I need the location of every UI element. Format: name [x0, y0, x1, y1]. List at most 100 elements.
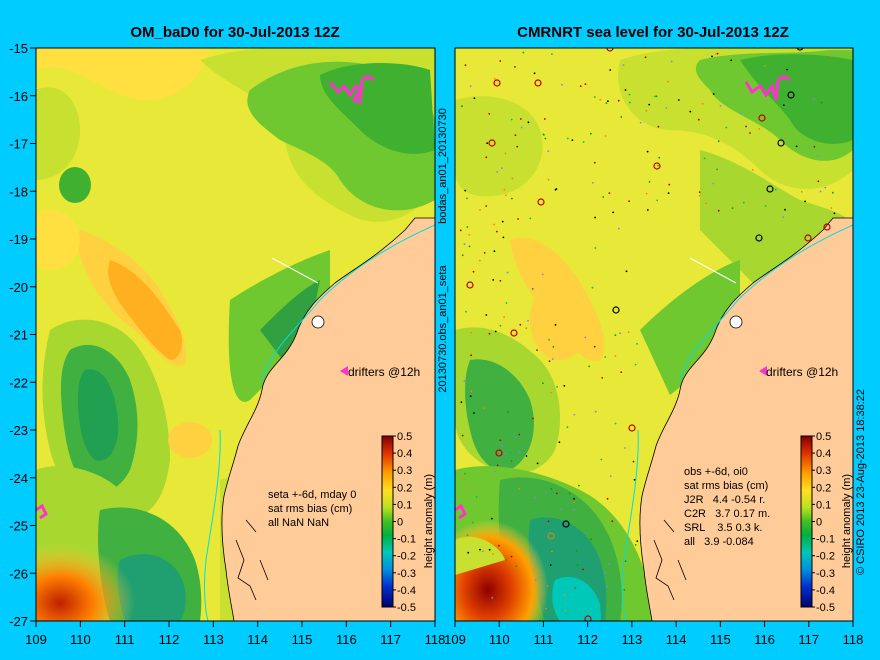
observation-circle [628, 424, 636, 432]
observation-dot [463, 380, 466, 383]
lat-tick-label: -24 [9, 471, 28, 486]
left-stats: seta +-6d, mday 0 sat rms bias (cm) all … [268, 489, 356, 529]
observation-dot [502, 236, 505, 239]
observation-dot [614, 422, 617, 425]
observation-circle [787, 91, 795, 99]
observation-dot [782, 216, 785, 219]
observation-dot [564, 609, 567, 612]
observation-dot [505, 194, 507, 197]
observation-dot [505, 559, 508, 561]
lon-tick-label: 110 [70, 632, 91, 647]
observation-dot [644, 56, 647, 59]
observation-dot [499, 324, 502, 327]
observation-dot [518, 433, 521, 436]
observation-dot [525, 455, 528, 457]
observation-dot [824, 186, 827, 189]
observation-dot [571, 139, 574, 142]
lon-tick-label: 114 [666, 632, 687, 647]
observation-dot [636, 343, 638, 345]
observation-dot [593, 345, 596, 348]
right-panel-title: CMRNRT sea level for 30-Jul-2013 12Z [517, 24, 789, 41]
drifter-track [455, 503, 467, 520]
observation-dot [619, 332, 621, 335]
observation-dot [536, 349, 538, 351]
observation-dot [606, 497, 609, 500]
observation-dot [656, 199, 659, 202]
observation-circle [777, 139, 785, 147]
right-stats-line: SRL 3.5 0.3 k. [684, 522, 762, 534]
observation-dot [602, 196, 605, 198]
lat-tick-label: -20 [9, 280, 28, 295]
lon-tick-label: 109 [25, 632, 47, 647]
lat-tick-label: -19 [9, 232, 28, 247]
observation-dot [467, 551, 470, 554]
observation-dot [514, 134, 517, 137]
observation-dot [519, 118, 522, 120]
observation-dot [518, 450, 521, 453]
observation-dot [632, 460, 635, 463]
observation-dot [668, 183, 671, 186]
observation-dot [607, 100, 609, 103]
observation-dot [533, 72, 536, 75]
credit-label: © CSIRO 2013 23-Aug-2013 18:38:22 [855, 389, 867, 575]
observation-dot [472, 521, 474, 524]
lon-tick-label: 112 [577, 632, 598, 647]
right-stats-line: C2R 3.7 0.17 m. [684, 508, 770, 520]
observation-dot [468, 234, 471, 236]
colorbar-tick-label: -0.4 [397, 585, 416, 597]
observation-dot [491, 517, 493, 520]
observation-dot [503, 188, 506, 191]
latitude-axis: -15 -16 -17 -18 -19 -20 -21 -22 -23 -24 -25 -26 -27 [9, 41, 36, 629]
observation-dot [725, 126, 728, 129]
observation-dot [749, 132, 751, 134]
observation-dot [795, 145, 798, 148]
right-map-frame [454, 47, 854, 622]
observation-dot [730, 59, 733, 62]
observation-dot [594, 247, 597, 249]
observation-dot [689, 110, 692, 113]
observation-circle [612, 306, 620, 314]
observation-dot [717, 140, 720, 143]
lon-tick-label: 111 [534, 632, 554, 647]
observation-dot [533, 496, 536, 499]
observation-dot [698, 191, 701, 194]
observation-dot [547, 178, 550, 181]
observation-dot [504, 152, 507, 155]
observation-dot [563, 385, 566, 387]
observation-dot [634, 363, 637, 366]
observation-dot [816, 155, 819, 158]
observation-dot [584, 83, 587, 85]
observation-dot [543, 134, 545, 136]
observation-dot [519, 323, 522, 326]
colorbar-tick-label: 0.2 [816, 482, 831, 494]
observation-dot [665, 107, 668, 109]
observation-dot [819, 190, 822, 193]
observation-dot [579, 85, 582, 87]
observation-dot [576, 550, 578, 552]
drifter-track [744, 74, 791, 101]
observation-dot [469, 395, 472, 397]
observation-dot [542, 382, 544, 385]
bodas-file-label: bodas_an01_20130730 [437, 108, 449, 224]
observation-dot [525, 327, 528, 330]
lat-tick-label: -23 [9, 423, 28, 438]
colorbar-tick-label: -0.2 [816, 551, 835, 563]
observation-dot [461, 105, 463, 108]
observation-dot [531, 288, 534, 290]
observation-dot [624, 560, 627, 563]
observation-dot [591, 286, 594, 289]
observation-dot [648, 103, 651, 106]
observation-circle [804, 234, 812, 242]
observation-dot [563, 593, 566, 596]
observation-circle [510, 329, 518, 337]
observation-dot [667, 192, 670, 195]
observation-circle [466, 281, 474, 289]
observation-dot [499, 60, 502, 62]
lon-tick-label: 114 [247, 632, 268, 647]
observation-dot [467, 593, 470, 595]
observation-dot [820, 101, 823, 104]
observation-dot [604, 135, 607, 137]
observation-dot [623, 589, 626, 591]
observation-dot [751, 169, 754, 171]
